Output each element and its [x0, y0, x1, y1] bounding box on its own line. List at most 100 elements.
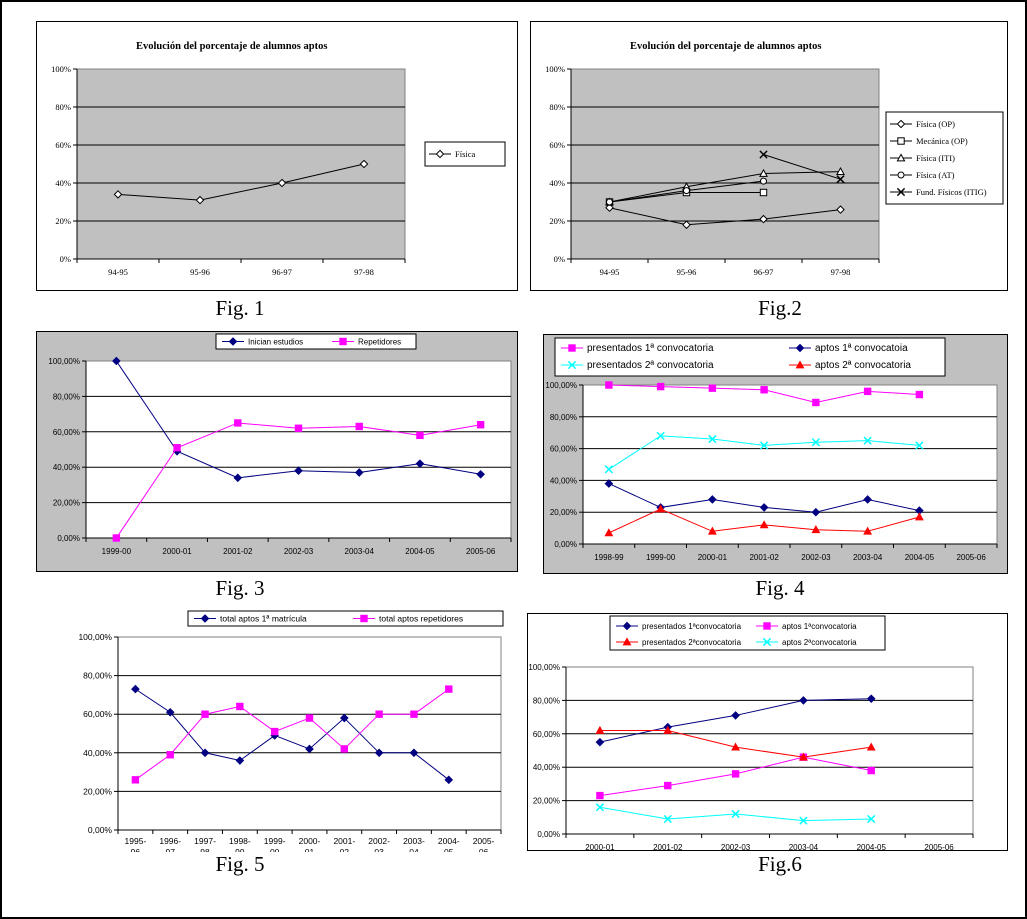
- data-point: [836, 205, 845, 214]
- y-tick-label: 20,00%: [83, 786, 112, 796]
- data-point: [234, 419, 242, 427]
- y-tick-label: 20,00%: [533, 797, 560, 806]
- x-tick-label: 2001-02: [653, 843, 683, 851]
- x-tick-label: 2003-04: [789, 843, 819, 851]
- y-tick-label: 100,00%: [78, 632, 112, 642]
- x-tick-label: 2003-: [403, 836, 425, 846]
- data-point: [707, 526, 717, 535]
- data-point: [270, 727, 279, 736]
- x-tick-label: 1999-: [264, 836, 286, 846]
- legend-label: Repetidores: [358, 338, 401, 347]
- data-point: [173, 444, 181, 452]
- y-tick-label: 60%: [55, 140, 71, 150]
- x-tick-label: 94-95: [108, 267, 128, 277]
- y-tick-label: 100,00%: [545, 381, 577, 390]
- caption-fig6: Fig.6: [758, 852, 802, 876]
- series-line: [117, 163, 365, 201]
- x-tick-label: 94-95: [600, 267, 620, 277]
- x-tick-label: 97: [165, 847, 175, 852]
- y-tick-label: 0%: [554, 254, 565, 264]
- x-tick-label: 95-96: [190, 267, 210, 277]
- x-tick-label: 02: [340, 847, 350, 852]
- x-tick-label: 99: [235, 847, 245, 852]
- legend-box: [187, 610, 504, 627]
- legend-label: total aptos repetidores: [379, 614, 463, 624]
- data-point: [195, 195, 205, 205]
- data-point: [708, 384, 717, 392]
- x-tick-label: 97-98: [354, 267, 374, 277]
- legend-box: [609, 615, 886, 651]
- data-point: [294, 424, 303, 432]
- data-point: [410, 710, 418, 718]
- y-tick-label: 20,00%: [550, 508, 577, 517]
- data-point: [799, 816, 808, 825]
- legend-label: Física (AT): [916, 170, 955, 180]
- x-tick-label: 2003-04: [853, 553, 883, 562]
- data-point: [915, 441, 924, 450]
- x-tick-label: 03: [374, 847, 384, 852]
- caption-fig4: Fig. 4: [755, 576, 805, 600]
- y-tick-label: 100,00%: [48, 357, 80, 366]
- x-tick-label: 2002-03: [284, 547, 314, 556]
- x-tick-label: 2001-02: [749, 553, 779, 562]
- x-tick-label: 98: [200, 847, 210, 852]
- data-point: [305, 744, 314, 754]
- plot-area: [582, 384, 998, 545]
- data-point: [340, 745, 349, 753]
- data-point: [595, 803, 605, 812]
- caption-fig3: Fig. 3: [215, 576, 265, 600]
- series-5: [759, 150, 845, 184]
- legend-marker: [360, 614, 368, 623]
- legend: total aptos 1ª matrícula total aptos repe…: [187, 610, 504, 627]
- legend-marker: [228, 337, 238, 346]
- data-point: [604, 465, 614, 474]
- series-2: [131, 685, 453, 784]
- y-tick-label: 40%: [549, 178, 565, 188]
- data-point: [836, 166, 845, 175]
- legend-label: presentados 1ª convocatoria: [587, 343, 714, 354]
- data-point: [656, 382, 665, 391]
- legend-label: aptos 2ªconvocatoria: [782, 638, 857, 647]
- data-point: [165, 707, 175, 717]
- series-line: [135, 688, 450, 781]
- legend-marker: [567, 360, 577, 370]
- data-point: [604, 479, 614, 488]
- data-point: [294, 466, 303, 476]
- series-line: [609, 171, 841, 203]
- y-tick-label: 0,00%: [554, 540, 577, 549]
- legend-box: [554, 337, 946, 377]
- series-1: [605, 203, 845, 230]
- series-line: [763, 154, 841, 180]
- series-1: [605, 381, 924, 407]
- x-tick-label: 06: [479, 847, 489, 852]
- legend-label: Física: [455, 149, 476, 159]
- data-point: [811, 507, 821, 517]
- legend-marker: [435, 149, 445, 159]
- data-point: [409, 748, 419, 758]
- plot-area: [570, 68, 880, 260]
- data-point: [867, 766, 875, 775]
- legend-marker: [200, 614, 210, 623]
- legend-label: aptos 1ªconvocatoria: [782, 622, 857, 631]
- data-point: [798, 752, 808, 761]
- legend-label: Física (ITI): [916, 153, 955, 163]
- data-point: [236, 702, 244, 711]
- data-point: [759, 214, 768, 224]
- data-point: [113, 190, 123, 199]
- data-point: [708, 434, 717, 444]
- y-tick-label: 80%: [55, 102, 71, 112]
- data-point: [476, 421, 485, 429]
- data-point: [799, 696, 808, 705]
- x-tick-label: 2004-05: [905, 553, 935, 562]
- legend-label: presentados 1ªconvocatoria: [642, 622, 742, 631]
- series-1: [113, 159, 369, 205]
- data-point: [340, 713, 349, 723]
- data-point: [354, 468, 364, 477]
- data-point: [863, 436, 872, 445]
- data-point: [759, 168, 768, 177]
- data-point: [131, 776, 140, 784]
- data-point: [836, 175, 845, 184]
- data-point: [444, 775, 454, 785]
- x-tick-label: 2005-06: [956, 553, 986, 562]
- legend-marker: [896, 119, 906, 129]
